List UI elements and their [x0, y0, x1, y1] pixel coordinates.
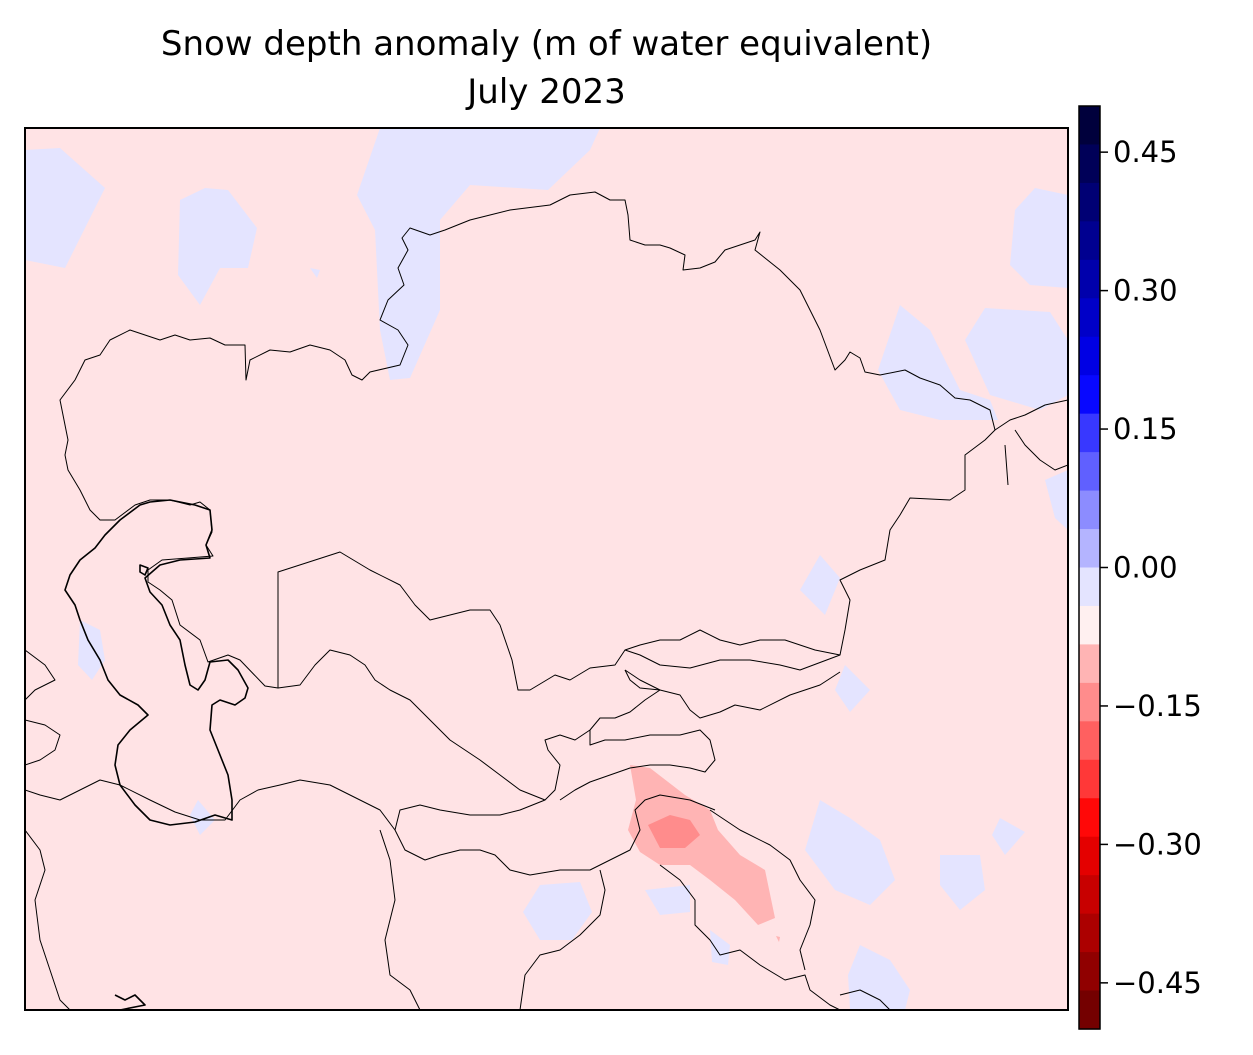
colorbar-segment — [1079, 413, 1100, 453]
colorbar-tick-label: 0.00 — [1113, 551, 1178, 585]
colorbar-segment — [1079, 106, 1100, 146]
coastlines — [64, 499, 249, 1010]
colorbar-tick-label: −0.15 — [1113, 689, 1202, 723]
border-pakistan-india — [519, 809, 841, 1010]
anomaly-patch — [848, 945, 910, 1010]
anomaly-patch — [25, 148, 105, 268]
anomaly-patch — [628, 765, 775, 925]
caspian-sea-coastline — [64, 499, 249, 826]
border-caucasus — [25, 649, 61, 766]
colorbar-tick-label: 0.45 — [1113, 135, 1178, 169]
anomaly-patch — [310, 268, 320, 278]
map-title: Snow depth anomaly (m of water equivalen… — [160, 24, 933, 64]
anomaly-patch — [965, 308, 1068, 410]
colorbar-segment — [1079, 144, 1100, 184]
colorbar-tick-label: −0.45 — [1113, 966, 1202, 1000]
anomaly-patch — [940, 855, 985, 910]
positive-anomaly-regions — [25, 128, 1068, 1010]
colorbar-segment — [1079, 259, 1100, 299]
colorbar-segment — [1079, 336, 1100, 376]
anomaly-patch — [1045, 470, 1068, 530]
aral-sea-coastline — [139, 564, 149, 576]
colorbar-segment — [1079, 990, 1100, 1030]
border-iran-afghanistan — [379, 829, 421, 1010]
black-sea-coastline — [114, 994, 146, 1010]
anomaly-patch — [800, 555, 840, 615]
colorbar-segment — [1079, 913, 1100, 953]
border-kazakhstan — [59, 191, 996, 691]
anomaly-patch — [648, 815, 700, 848]
anomaly-patch — [1010, 188, 1068, 288]
anomaly-patch — [523, 882, 592, 940]
colorbar-segment — [1079, 875, 1100, 915]
anomaly-patch — [710, 930, 730, 965]
anomaly-patch — [992, 818, 1025, 855]
anomaly-patch — [78, 620, 105, 680]
country-borders — [25, 191, 1068, 1010]
colorbar-tick-label: 0.30 — [1113, 274, 1178, 308]
anomaly-patch — [878, 305, 998, 420]
colorbar-segment — [1079, 644, 1100, 684]
colorbar: 0.45 0.30 0.15 0.00 −0.15 −0.30 −0.45 — [1078, 105, 1202, 1030]
anomaly-patch — [645, 885, 690, 915]
border-china-india — [839, 989, 891, 1010]
colorbar-tick-label: −0.30 — [1113, 827, 1202, 861]
map-subtitle: July 2023 — [467, 72, 626, 112]
colorbar-segment — [1079, 221, 1100, 261]
anomaly-patch — [190, 800, 215, 835]
colorbar-segment — [1079, 605, 1100, 646]
anomaly-patch — [776, 936, 780, 942]
colorbar-segment — [1079, 529, 1100, 569]
colorbar-segment — [1079, 298, 1100, 338]
colorbar-segment — [1079, 836, 1100, 876]
colorbar-segment — [1079, 182, 1100, 222]
colorbar-segment — [1079, 721, 1100, 761]
colorbar-segment — [1079, 682, 1100, 722]
colorbar-tick-label: 0.15 — [1113, 412, 1178, 446]
border-mongolia — [994, 399, 1068, 486]
anomaly-patch — [835, 665, 870, 712]
border-iran — [25, 779, 396, 1010]
border-kyrgyzstan-tajikistan — [559, 649, 841, 801]
colorbar-segment — [1079, 490, 1100, 530]
anomaly-patch — [178, 188, 257, 305]
colorbar-segment — [1079, 375, 1100, 415]
colorbar-segment — [1079, 759, 1100, 799]
border-afghanistan — [394, 794, 716, 876]
colorbar-segment — [1079, 567, 1100, 607]
colorbar-segment — [1079, 798, 1100, 838]
colorbar-segment — [1079, 952, 1100, 992]
anomaly-patch — [805, 800, 895, 905]
map-frame — [24, 127, 1069, 1011]
negative-anomaly-regions — [628, 765, 780, 942]
anomaly-patch — [357, 128, 600, 380]
map-panel — [25, 128, 1068, 1010]
colorbar-segment — [1079, 452, 1100, 492]
